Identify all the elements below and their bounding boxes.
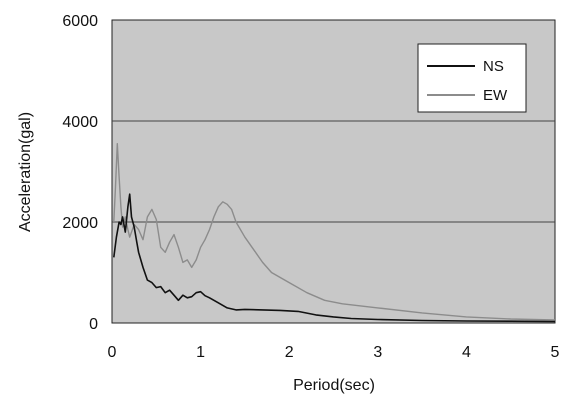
y-tick-label: 0 [89, 316, 98, 333]
series-line-ns [113, 193, 556, 323]
legend-label-ew: EW [483, 87, 508, 104]
legend: NS EW [417, 43, 527, 113]
x-tick-label: 0 [108, 344, 117, 361]
y-tick-label: 2000 [62, 215, 98, 232]
grid [112, 120, 555, 223]
legend-label-ns: NS [483, 58, 504, 75]
x-axis: 0 1 2 3 4 5 [108, 344, 560, 361]
series-group [113, 142, 556, 323]
x-tick-label: 3 [373, 344, 382, 361]
y-tick-label: 6000 [62, 13, 98, 30]
legend-box [417, 43, 527, 113]
y-axis: 0 2000 4000 6000 [62, 13, 98, 333]
x-tick-label: 4 [462, 344, 471, 361]
x-tick-label: 5 [551, 344, 560, 361]
y-tick-label: 4000 [62, 114, 98, 131]
x-tick-label: 2 [285, 344, 294, 361]
y-axis-title: Acceleration(gal) [17, 112, 34, 232]
x-tick-label: 1 [196, 344, 205, 361]
x-axis-title: Period(sec) [293, 377, 375, 394]
series-line-ew [113, 142, 556, 321]
